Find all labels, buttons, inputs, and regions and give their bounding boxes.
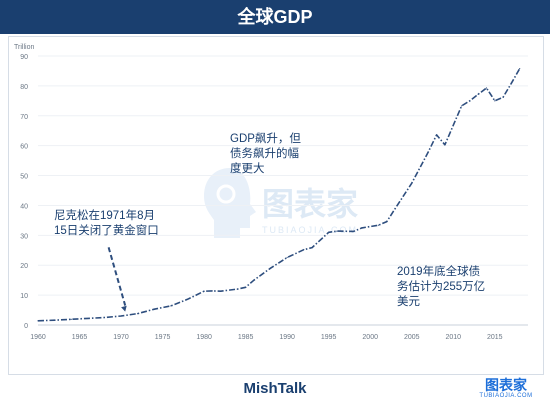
data-point bbox=[311, 246, 313, 249]
logo-subtext: TUBIAOJIA.COM bbox=[479, 393, 533, 399]
data-point bbox=[436, 134, 438, 136]
annotation-gdp-line-3: 度更大 bbox=[230, 163, 265, 175]
logo-text: 图表家 bbox=[485, 377, 527, 393]
annotation-debt-line-3: 美元 bbox=[397, 296, 420, 308]
annotation-nixon-line-2: 15日关闭了黄金窗口 bbox=[54, 225, 159, 237]
y-tick-label: 80 bbox=[20, 84, 28, 91]
data-point bbox=[103, 316, 106, 319]
data-point bbox=[269, 267, 272, 269]
data-point bbox=[170, 305, 172, 307]
x-tick-label: 1965 bbox=[72, 334, 88, 341]
data-point bbox=[510, 82, 512, 84]
title-bar bbox=[0, 0, 550, 34]
source-label: MishTalk bbox=[243, 380, 307, 397]
nixon-arrow-line bbox=[107, 247, 127, 306]
data-point bbox=[469, 100, 471, 102]
annotation-gdp: GDP飙升，但 债务飙升的幅 度更大 bbox=[230, 132, 301, 177]
data-point bbox=[303, 249, 305, 251]
x-tick-label: 1975 bbox=[155, 334, 171, 341]
watermark-head-icon bbox=[204, 168, 256, 238]
data-point bbox=[386, 220, 388, 223]
data-point bbox=[427, 151, 429, 153]
data-point bbox=[502, 96, 504, 98]
y-tick-label: 20 bbox=[20, 263, 28, 270]
annotation-debt-line-2: 务估计为255万亿 bbox=[397, 281, 486, 293]
data-point bbox=[328, 231, 330, 233]
x-tick-label: 1985 bbox=[238, 334, 254, 341]
data-point bbox=[460, 105, 463, 107]
x-tick-label: 2010 bbox=[445, 334, 461, 341]
data-point bbox=[352, 230, 355, 233]
x-tick-label: 2000 bbox=[362, 334, 378, 341]
data-point bbox=[411, 182, 413, 184]
data-point bbox=[203, 290, 205, 292]
data-point bbox=[336, 230, 338, 232]
x-tick-label: 2015 bbox=[487, 334, 503, 341]
data-point bbox=[120, 315, 122, 317]
data-point bbox=[494, 100, 496, 102]
data-point bbox=[519, 67, 521, 70]
data-point bbox=[361, 227, 363, 229]
x-tick-label: 2005 bbox=[404, 334, 420, 341]
logo: 图表家 TUBIAOJIA.COM bbox=[470, 377, 542, 401]
y-tick-label: 50 bbox=[20, 174, 28, 181]
data-point bbox=[394, 208, 396, 210]
watermark-text: 图表家 bbox=[262, 186, 359, 222]
nixon-arrow-head-icon bbox=[121, 305, 127, 312]
data-point bbox=[477, 93, 479, 95]
data-point bbox=[186, 298, 189, 300]
data-point bbox=[245, 286, 247, 288]
x-tick-label: 1995 bbox=[321, 334, 337, 341]
chart-title: 全球GDP bbox=[237, 7, 313, 27]
data-point bbox=[220, 290, 222, 292]
annotation-nixon: 尼克松在1971年8月 15日关闭了黄金窗口 bbox=[54, 209, 159, 239]
data-point bbox=[137, 313, 139, 315]
data-point bbox=[87, 317, 89, 320]
data-point bbox=[253, 279, 255, 281]
x-tick-label: 1970 bbox=[113, 334, 129, 341]
y-tick-label: 10 bbox=[20, 293, 28, 300]
watermark-subtext: TUBIAOJIA.COM bbox=[262, 225, 359, 235]
data-point bbox=[70, 318, 72, 320]
data-point bbox=[485, 87, 488, 89]
annotation-nixon-line-1: 尼克松在1971年8月 bbox=[54, 210, 155, 222]
data-point bbox=[211, 290, 214, 292]
y-tick-label: 0 bbox=[24, 323, 28, 330]
data-point bbox=[37, 320, 39, 322]
y-tick-label: 60 bbox=[20, 144, 28, 151]
y-tick-label: 90 bbox=[20, 54, 28, 61]
annotation-gdp-line-1: GDP飙升，但 bbox=[230, 133, 301, 145]
data-point bbox=[444, 144, 446, 146]
data-point bbox=[54, 319, 56, 321]
annotation-debt-line-1: 2019年底全球债 bbox=[397, 266, 481, 278]
y-tick-label: 30 bbox=[20, 233, 28, 240]
data-point bbox=[153, 308, 155, 310]
y-tick-label: 40 bbox=[20, 203, 28, 210]
x-tick-label: 1990 bbox=[279, 334, 295, 341]
data-point bbox=[286, 256, 288, 259]
annotation-gdp-line-2: 债务飙升的幅 bbox=[230, 148, 299, 160]
x-tick-label: 1960 bbox=[30, 334, 46, 341]
y-axis-unit-label: Trillion bbox=[14, 44, 34, 51]
annotation-debt: 2019年底全球债 务估计为255万亿 美元 bbox=[397, 265, 485, 310]
x-tick-label: 1980 bbox=[196, 334, 212, 341]
data-point bbox=[377, 224, 380, 226]
data-point bbox=[236, 288, 238, 290]
y-tick-label: 70 bbox=[20, 114, 28, 121]
